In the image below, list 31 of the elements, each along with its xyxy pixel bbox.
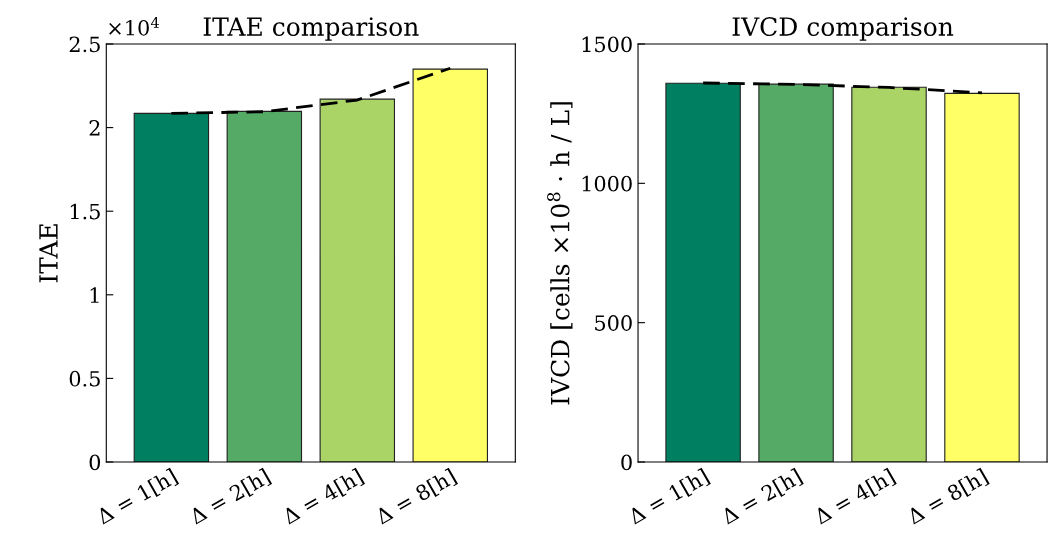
y-axis-title: ITAE	[39, 224, 58, 283]
x-tick-label: Δ = 2[h]	[719, 467, 804, 527]
text: ×10$^{4}$	[109, 16, 159, 36]
y-tick-label: 500	[595, 315, 632, 331]
y-tick-label: 0.5	[69, 370, 100, 387]
bar	[133, 112, 210, 462]
x-tick-label: Δ = 2[h]	[188, 467, 273, 527]
line-series	[169, 66, 452, 115]
y-tick-label: 2.5	[69, 36, 100, 53]
y-tick-label: 0	[621, 454, 632, 471]
y-tick-label: 1.5	[70, 203, 100, 220]
bar	[851, 86, 927, 462]
y-tick-label: 1500	[582, 36, 632, 53]
chart-title: IVCD comparison	[732, 17, 954, 41]
line-series	[701, 81, 984, 95]
x-tick-label: Δ = 4[h]	[281, 467, 366, 527]
bar	[412, 68, 488, 462]
y-axis-title: IVCD [cells ×10$^{8}$ · h / L]	[547, 102, 573, 405]
y-tick-label: 0	[89, 454, 101, 471]
bar	[226, 110, 303, 462]
y-tick-label: 1	[90, 287, 99, 303]
bar	[665, 82, 741, 462]
x-tick-label: Δ = 4[h]	[812, 467, 897, 527]
x-tick-label: Δ = 8[h]	[374, 467, 458, 527]
bar	[319, 98, 396, 462]
chart-title: ITAE comparison	[203, 17, 419, 41]
bar	[758, 83, 834, 462]
bar	[944, 92, 1020, 462]
y-tick-label: 2	[89, 120, 100, 136]
x-tick-label: Δ = 8[h]	[905, 467, 990, 527]
y-tick-label: 1000	[582, 175, 632, 192]
